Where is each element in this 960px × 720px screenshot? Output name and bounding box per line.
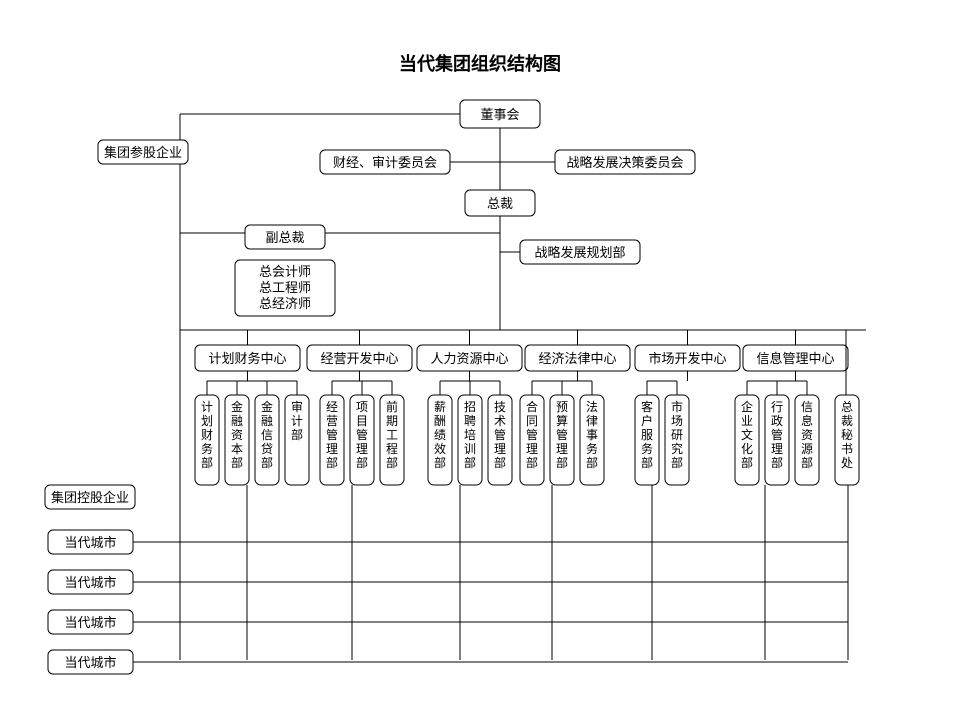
svg-text:副总裁: 副总裁 (265, 230, 304, 245)
svg-text:人力资源中心: 人力资源中心 (430, 351, 508, 366)
svg-text:客户服务部: 客户服务部 (641, 399, 653, 470)
svg-text:薪酬绩效部: 薪酬绩效部 (434, 400, 446, 470)
svg-text:前期工程部: 前期工程部 (386, 399, 398, 470)
svg-text:财经、审计委员会: 财经、审计委员会 (333, 155, 437, 170)
svg-text:董事会: 董事会 (480, 107, 519, 122)
svg-text:信息资源部: 信息资源部 (801, 400, 813, 470)
svg-text:当代城市: 当代城市 (64, 575, 116, 590)
svg-text:项目管理部: 项目管理部 (356, 400, 368, 470)
svg-text:计划财务中心: 计划财务中心 (208, 351, 286, 366)
svg-text:集团参股企业: 集团参股企业 (104, 145, 182, 160)
svg-text:合同管理部: 合同管理部 (526, 399, 538, 470)
svg-text:计划财务部: 计划财务部 (201, 400, 213, 470)
svg-text:经营管理部: 经营管理部 (326, 400, 338, 470)
svg-text:总经济师: 总经济师 (259, 296, 311, 311)
svg-text:当代集团组织结构图: 当代集团组织结构图 (399, 53, 561, 74)
svg-text:招聘培训部: 招聘培训部 (464, 400, 476, 470)
svg-text:审计部: 审计部 (291, 399, 303, 442)
svg-text:当代城市: 当代城市 (64, 535, 116, 550)
svg-text:当代城市: 当代城市 (64, 655, 116, 670)
svg-text:集团控股企业: 集团控股企业 (51, 490, 129, 505)
svg-text:金融信贷部: 金融信贷部 (261, 399, 273, 470)
svg-text:行政管理部: 行政管理部 (771, 400, 783, 470)
svg-text:技术管理部: 技术管理部 (494, 400, 506, 470)
svg-text:战略发展规划部: 战略发展规划部 (534, 245, 625, 260)
svg-text:经营开发中心: 经营开发中心 (320, 351, 398, 366)
svg-text:企业文化部: 企业文化部 (741, 399, 753, 470)
svg-text:法律事务部: 法律事务部 (586, 400, 598, 470)
svg-text:当代城市: 当代城市 (64, 615, 116, 630)
svg-text:市场开发中心: 市场开发中心 (648, 351, 726, 366)
org-chart: 当代集团组织结构图董事会集团参股企业财经、审计委员会 战略发展决策委员会总裁副总裁… (0, 0, 960, 720)
svg-text:预算管理部: 预算管理部 (556, 400, 568, 470)
svg-text:经济法律中心: 经济法律中心 (538, 351, 616, 366)
svg-text:总会计师: 总会计师 (259, 264, 311, 279)
svg-text:信息管理中心: 信息管理中心 (756, 351, 834, 366)
svg-text:总裁秘书处: 总裁秘书处 (841, 400, 853, 470)
svg-text:市场研究部: 市场研究部 (671, 399, 683, 470)
svg-text:总裁: 总裁 (487, 196, 513, 211)
svg-text:总工程师: 总工程师 (259, 280, 311, 295)
svg-text:金融资本部: 金融资本部 (231, 399, 243, 470)
svg-text:战略发展决策委员会: 战略发展决策委员会 (566, 155, 683, 170)
